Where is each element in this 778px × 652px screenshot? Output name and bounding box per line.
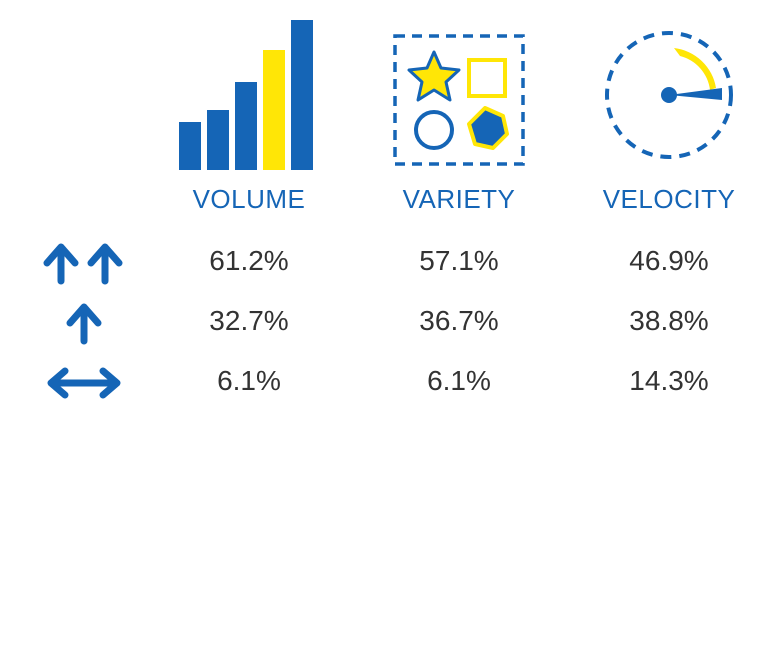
bar-chart-icon	[174, 20, 324, 170]
infographic-grid: VOLUME VARIETY VELOCITY 61.2% 57.1% 46.9…	[0, 0, 778, 413]
value-volume-increase: 32.7%	[159, 293, 339, 353]
value-variety-strong: 57.1%	[369, 233, 549, 293]
spacer	[19, 10, 129, 170]
left-right-arrow-icon	[39, 361, 129, 405]
variety-icon-cell	[369, 10, 549, 170]
variety-heading: VARIETY	[369, 170, 549, 233]
row-icon-strong-increase	[19, 233, 129, 293]
row-icon-flat	[19, 353, 129, 413]
single-up-arrow-icon	[39, 301, 129, 345]
velocity-icon-cell	[579, 10, 759, 170]
row-icon-increase	[19, 293, 129, 353]
shapes-box-icon	[389, 30, 529, 170]
value-velocity-strong: 46.9%	[579, 233, 759, 293]
value-variety-increase: 36.7%	[369, 293, 549, 353]
value-volume-strong: 61.2%	[159, 233, 339, 293]
volume-icon-cell	[159, 10, 339, 170]
value-velocity-increase: 38.8%	[579, 293, 759, 353]
velocity-heading: VELOCITY	[579, 170, 759, 233]
double-up-arrow-icon	[39, 241, 129, 285]
value-velocity-flat: 14.3%	[579, 353, 759, 413]
spacer	[19, 170, 129, 233]
gauge-icon	[594, 20, 744, 170]
volume-heading: VOLUME	[159, 170, 339, 233]
value-variety-flat: 6.1%	[369, 353, 549, 413]
value-volume-flat: 6.1%	[159, 353, 339, 413]
